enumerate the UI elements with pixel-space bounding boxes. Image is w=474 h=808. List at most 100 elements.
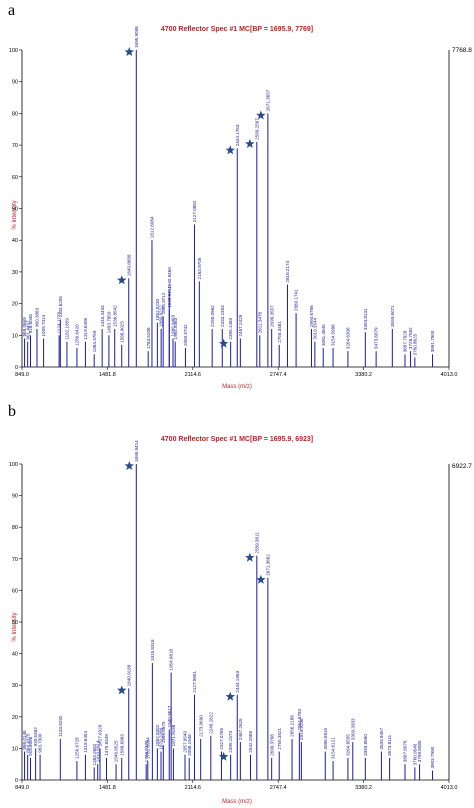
peak-label: 3533.9457 bbox=[379, 727, 384, 749]
peak-label: 2467.2429 bbox=[238, 314, 243, 336]
peak-label: 3687.7928 bbox=[403, 330, 408, 352]
peak-label: 1954.9818 bbox=[169, 648, 174, 670]
y-tick-label: 70 bbox=[12, 557, 18, 563]
peak-label: 1009.7314 bbox=[41, 314, 46, 336]
y-tick-label: 80 bbox=[12, 111, 18, 117]
chart-title: 4700 Reflector Spec #1 MC[BP = 1695.9, 7… bbox=[161, 26, 313, 33]
star-marker bbox=[245, 138, 255, 148]
peak-label: 2755.3521 bbox=[277, 727, 282, 749]
x-tick-label: 1481.8 bbox=[99, 785, 116, 791]
peak-label: 1940.9617 bbox=[167, 705, 172, 727]
peak-label: 3393.8560 bbox=[363, 734, 368, 756]
peak-label: 2127.9651 bbox=[192, 671, 197, 693]
star-marker bbox=[256, 110, 266, 120]
peak-label: 1940.9484 bbox=[167, 286, 172, 308]
peak-label: 1133.6255 bbox=[58, 296, 63, 318]
peak-label: 1880.8212 bbox=[159, 305, 164, 327]
x-axis-label: Mass (m/z) bbox=[222, 799, 252, 805]
y-axis-label: % Intensity bbox=[12, 612, 18, 641]
peak-label: 1815.8318 bbox=[150, 639, 155, 661]
spectrum-chart-b: 4700 Reflector Spec #1 MC[BP = 1695.9, 6… bbox=[9, 436, 472, 805]
star-marker bbox=[256, 574, 266, 584]
star-marker bbox=[225, 691, 236, 701]
y-tick-label: 100 bbox=[9, 462, 18, 468]
x-tick-label: 4013.0 bbox=[441, 372, 458, 378]
panel-b-letter: b bbox=[8, 403, 16, 420]
peak-label: 868.0146 bbox=[22, 730, 27, 750]
peak-label: 3393.8131 bbox=[363, 308, 368, 330]
star-marker bbox=[116, 685, 127, 695]
peak-label: 2589.2567 bbox=[254, 118, 259, 140]
peak-label: 1256.6420 bbox=[75, 324, 80, 346]
right-max-value: 6922.7 bbox=[452, 463, 472, 470]
x-axis-label: Mass (m/z) bbox=[222, 384, 252, 390]
peak-label: 3728.7582 bbox=[408, 327, 413, 349]
peak-label: 1588.9025 bbox=[119, 321, 124, 343]
y-tick-label: 60 bbox=[12, 588, 18, 594]
y-tick-label: 10 bbox=[12, 746, 18, 752]
peak-label: 1968.9463 bbox=[171, 314, 176, 336]
x-tick-label: 849.0 bbox=[15, 372, 29, 378]
peak-label: 2856.2188 bbox=[290, 715, 295, 737]
peak-label: 983.7300 bbox=[38, 733, 43, 753]
y-tick-label: 20 bbox=[12, 302, 18, 308]
peak-label: 3096.5815 bbox=[323, 727, 328, 749]
peak-label: 2248.2622 bbox=[208, 712, 213, 734]
y-tick-label: 60 bbox=[12, 175, 18, 181]
peak-label: 3300.3933 bbox=[350, 718, 355, 740]
peak-label: 1640.9189 bbox=[126, 664, 131, 686]
star-marker bbox=[218, 751, 229, 761]
peak-label: 1384.2662 bbox=[92, 743, 97, 765]
peak-label: 868.0669 bbox=[22, 317, 27, 337]
peak-label: 1546.8525 bbox=[114, 740, 119, 762]
peak-label: 3264.6306 bbox=[346, 327, 351, 349]
x-tick-label: 2114.6 bbox=[185, 785, 201, 791]
spectrum-chart-a: 4700 Reflector Spec #1 MC[BP = 1695.9, 7… bbox=[9, 26, 472, 390]
peak-label: 1984.9363 bbox=[173, 317, 178, 339]
peak-label: 1769.9370 bbox=[144, 740, 149, 762]
peak-label: 1384.4759 bbox=[92, 330, 97, 352]
peak-label: 2994.6766 bbox=[309, 305, 314, 327]
y-tick-label: 30 bbox=[12, 270, 18, 276]
y-axis-label: % Intensity bbox=[12, 200, 18, 229]
y-tick-label: 90 bbox=[12, 494, 18, 500]
x-tick-label: 3380.2 bbox=[355, 372, 372, 378]
y-tick-label: 30 bbox=[12, 683, 18, 689]
x-tick-label: 1481.8 bbox=[99, 372, 116, 378]
peak-label: 2542.2568 bbox=[248, 731, 253, 753]
peak-label: 3687.8076 bbox=[403, 740, 408, 762]
peak-label: 1133.8292 bbox=[58, 715, 63, 737]
peak-label: 1410.8914 bbox=[95, 740, 100, 762]
peak-label: 1852.8230 bbox=[155, 298, 160, 320]
peak-label: 2444.1953 bbox=[235, 671, 240, 693]
peak-label: 864.4375 bbox=[25, 733, 30, 753]
peak-label: 3081.4845 bbox=[321, 324, 326, 346]
peak-label: 2880.1741 bbox=[294, 289, 299, 311]
star-marker bbox=[218, 338, 229, 348]
peak-label: 2699.3788 bbox=[269, 734, 274, 756]
y-tick-label: 10 bbox=[12, 333, 18, 339]
peak-label: 1895.9712 bbox=[161, 292, 166, 314]
x-tick-label: 849.0 bbox=[15, 785, 29, 791]
star-marker bbox=[245, 552, 255, 562]
peak-label: 1971.9168 bbox=[171, 724, 176, 746]
peak-label: 2671.3657 bbox=[266, 89, 271, 111]
peak-label: 1493.7859 bbox=[107, 311, 112, 333]
x-tick-label: 4013.0 bbox=[441, 785, 458, 791]
panel-a-letter: a bbox=[8, 2, 16, 19]
peak-label: 3154.6121 bbox=[331, 737, 336, 759]
peak-label: 3154.5986 bbox=[331, 324, 336, 346]
peak-label: 930.5482 bbox=[33, 727, 38, 747]
peak-label: 918.6066 bbox=[28, 736, 33, 756]
y-tick-label: 50 bbox=[12, 620, 18, 626]
peak-label: 2816.2174 bbox=[285, 260, 290, 282]
peak-label: 861.4407 bbox=[25, 320, 30, 340]
peaks bbox=[24, 50, 434, 367]
y-tick-label: 80 bbox=[12, 525, 18, 531]
y-tick-label: 100 bbox=[9, 48, 18, 54]
y-tick-label: 0 bbox=[15, 778, 18, 784]
peak-label: 3891.7900 bbox=[430, 330, 435, 352]
peak-label: 1427.6329 bbox=[98, 724, 103, 746]
star-marker bbox=[124, 461, 135, 471]
